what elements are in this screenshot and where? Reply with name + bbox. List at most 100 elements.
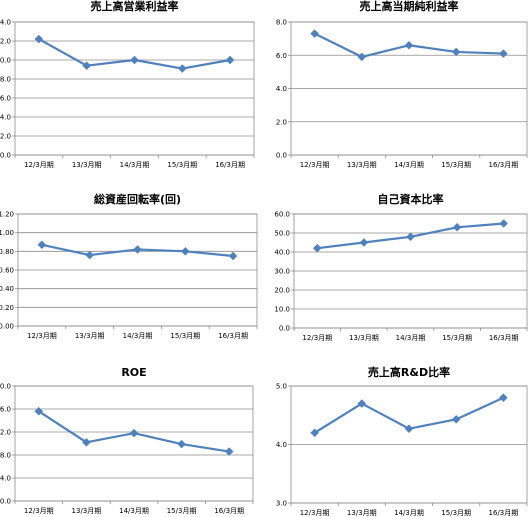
data-point: [177, 439, 186, 449]
y-tick-label: 2.0: [276, 118, 287, 126]
chart-title: 売上高営業利益率: [91, 0, 179, 13]
data-point: [404, 40, 414, 50]
x-tick-label: 12/3月期: [300, 161, 330, 169]
y-tick-label: 3.0: [276, 500, 287, 508]
x-tick-label: 12/3月期: [24, 161, 54, 169]
chart-panel-4: 自己資本比率 0.0 10.0 20.0 30.0 40.0 50.0 60.0 12/3月期 1…: [274, 192, 528, 342]
data-point: [133, 245, 142, 254]
x-tick-label: 16/3月期: [489, 509, 519, 517]
x-tick-label: 13/3月期: [72, 507, 102, 515]
y-tick-label: 16.0: [0, 406, 11, 414]
chart-title: 総資産回転率(回): [94, 192, 181, 206]
y-tick-label: 2.0: [0, 133, 11, 141]
data-point: [312, 243, 322, 253]
plot-area: [17, 213, 258, 327]
data-point: [130, 55, 139, 65]
plot-area: [290, 385, 528, 504]
data-point: [82, 61, 92, 71]
x-tick-label: 16/3月期: [215, 161, 245, 169]
x-tick-label: 13/3月期: [347, 509, 377, 517]
data-point: [225, 55, 235, 65]
y-tick-label: 8.0: [0, 76, 11, 84]
y-tick-label: 0.0: [0, 152, 11, 160]
y-tick-label: 4.0: [0, 114, 11, 122]
y-tick-label: 40.0: [274, 249, 290, 257]
chart-panel-5: ROE 0.0 4.0 8.0 12.0 16.0 20.0 12/3月期 13/3月期 14/3…: [0, 366, 254, 515]
x-tick-label: 13/3月期: [347, 161, 377, 169]
data-point: [499, 219, 509, 228]
data-point: [82, 437, 91, 447]
y-tick-label: 6.0: [0, 95, 11, 103]
y-tick-label: 6.0: [276, 52, 287, 60]
x-tick-label: 15/3月期: [441, 161, 471, 169]
plot-area: [293, 213, 528, 329]
x-tick-label: 14/3月期: [394, 509, 424, 517]
y-tick-label: 20.0: [274, 287, 290, 295]
chart-panel-1: 売上高営業利益率 0.0 2.0 4.0 6.0 8.0 10.0 12.0 14.0 12/3月…: [0, 0, 255, 169]
data-point: [180, 246, 190, 256]
data-point: [310, 428, 319, 438]
chart-title: 売上高R&D比率: [368, 365, 450, 379]
data-point: [310, 29, 319, 38]
data-point: [34, 406, 44, 416]
data-point: [357, 399, 367, 408]
y-tick-label: 1.00: [0, 229, 14, 237]
x-tick-label: 16/3月期: [214, 507, 244, 515]
data-point: [499, 49, 508, 58]
data-point: [34, 34, 44, 44]
y-tick-label: 30.0: [274, 268, 290, 276]
y-tick-label: 1.20: [0, 211, 14, 219]
x-tick-label: 14/3月期: [123, 332, 153, 340]
x-tick-label: 16/3月期: [218, 332, 248, 340]
x-tick-label: 13/3月期: [72, 161, 102, 169]
y-tick-label: 0.40: [0, 285, 14, 293]
y-tick-label: 8.0: [276, 19, 287, 27]
data-point: [451, 414, 461, 424]
y-tick-label: 0.0: [0, 498, 11, 506]
x-tick-label: 15/3月期: [442, 334, 472, 342]
x-tick-label: 14/3月期: [396, 334, 426, 342]
chart-panel-6: 売上高R&D比率 3.0 4.0 5.0 12/3月期 13/3月期 14/3月期 15/3月…: [276, 365, 528, 517]
x-tick-label: 14/3月期: [394, 161, 424, 169]
x-tick-label: 15/3月期: [441, 509, 471, 517]
chart-title: 売上高当期純利益率: [360, 0, 459, 13]
y-tick-label: 4.0: [276, 85, 287, 93]
data-point: [228, 251, 238, 261]
data-point: [224, 447, 234, 456]
data-point: [177, 64, 187, 73]
x-tick-label: 12/3月期: [300, 509, 330, 517]
x-tick-label: 13/3月期: [75, 332, 105, 340]
x-tick-label: 12/3月期: [24, 507, 54, 515]
x-tick-label: 16/3月期: [489, 334, 519, 342]
y-tick-label: 50.0: [274, 230, 290, 238]
y-tick-label: 4.0: [276, 441, 287, 449]
y-tick-label: 12.0: [0, 38, 11, 46]
y-tick-label: 14.0: [0, 19, 11, 27]
chart-title: 自己資本比率: [378, 192, 444, 206]
data-point: [359, 238, 369, 247]
data-point: [357, 52, 367, 62]
y-tick-label: 8.0: [0, 452, 11, 460]
chart-panel-2: 売上高当期純利益率 0.0 2.0 4.0 6.0 8.0 12/3月期 13/3月期 14/3…: [276, 0, 528, 169]
y-tick-label: 0.0: [279, 325, 290, 333]
y-tick-label: 4.0: [0, 475, 11, 483]
data-point: [406, 232, 415, 242]
y-tick-label: 10.0: [0, 57, 11, 65]
plot-area: [14, 385, 254, 502]
chart-panel-3: 総資産回転率(回) 0.00 0.20 0.40 0.60 0.80 1.00 1.20 12/…: [0, 192, 258, 340]
data-point: [37, 240, 47, 250]
data-point: [85, 250, 95, 260]
x-tick-label: 14/3月期: [120, 161, 150, 169]
data-point: [499, 393, 508, 403]
x-tick-label: 12/3月期: [302, 334, 332, 342]
y-tick-label: 0.80: [0, 248, 14, 256]
data-point: [451, 47, 461, 57]
y-tick-label: 60.0: [274, 211, 290, 219]
y-tick-label: 0.60: [0, 267, 14, 275]
x-tick-label: 14/3月期: [119, 507, 149, 515]
y-tick-label: 20.0: [0, 383, 11, 391]
y-tick-label: 12.0: [0, 429, 11, 437]
y-tick-label: 0.0: [276, 152, 287, 160]
x-tick-label: 15/3月期: [167, 507, 197, 515]
y-tick-label: 0.20: [0, 304, 14, 312]
